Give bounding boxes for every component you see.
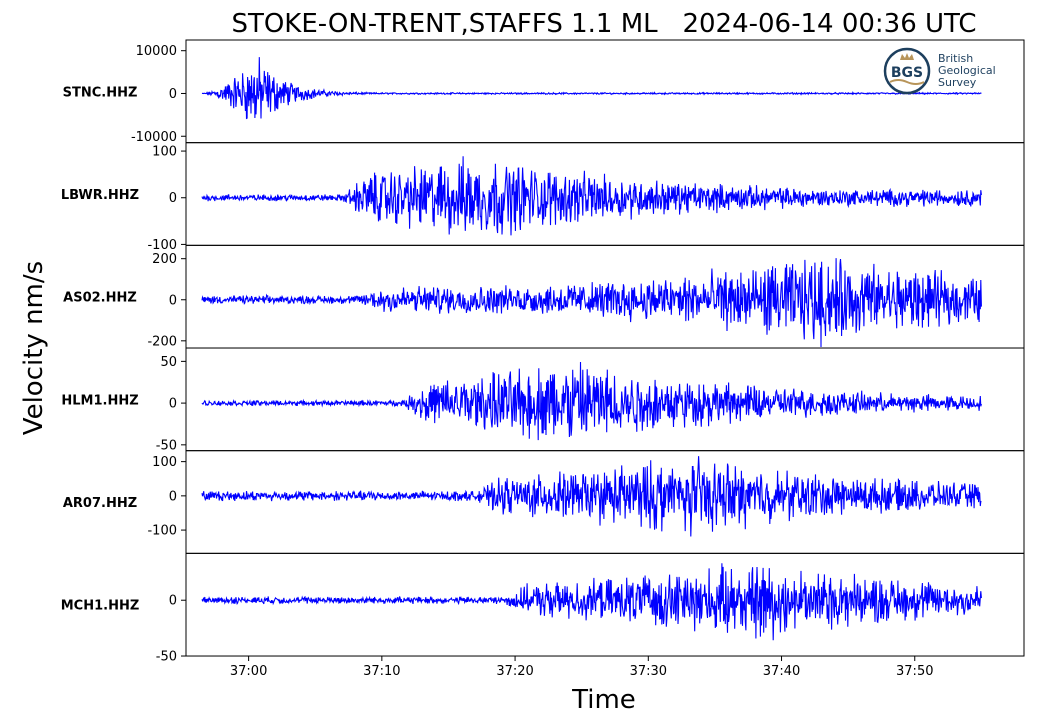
station-label: STNC.HHZ [63, 85, 138, 100]
y-tick-label: 0 [169, 594, 177, 609]
waveform-trace [201, 563, 982, 641]
y-tick-label: -100 [147, 238, 177, 253]
y-tick-label: 0 [169, 397, 177, 412]
y-tick-label: -50 [156, 650, 177, 665]
x-tick-label: 37:00 [230, 664, 267, 679]
y-tick-label: -50 [156, 438, 177, 453]
y-tick-label: 0 [169, 191, 177, 206]
panels-group: STNC.HHZ100000-10000LBWR.HHZ1000-100AS02… [61, 39, 1025, 665]
station-label: AS02.HHZ [63, 291, 137, 306]
x-tick-label: 37:40 [763, 664, 800, 679]
logo-line-2: Geological [938, 64, 996, 77]
waveform-trace [201, 57, 982, 120]
waveform-trace [201, 258, 982, 348]
chart-title: STOKE-ON-TRENT,STAFFS 1.1 ML 2024-06-14 … [231, 9, 976, 39]
logo-line-3: Survey [938, 76, 977, 89]
waveform-trace [201, 456, 982, 537]
crown-icon [900, 53, 914, 60]
y-tick-label: 200 [152, 252, 177, 267]
x-tick-label: 37:20 [496, 664, 533, 679]
station-label: LBWR.HHZ [61, 188, 139, 203]
y-tick-label: 0 [169, 87, 177, 102]
y-tick-label: -100 [147, 524, 177, 539]
y-tick-label: 50 [160, 355, 177, 370]
logo-initials: BGS [891, 65, 923, 81]
wave-icon [889, 79, 925, 85]
x-axis: 37:00 37:10 37:20 37:30 37:40 37:50 [230, 656, 933, 679]
y-tick-label: -10000 [131, 130, 177, 145]
x-tick-label: 37:10 [363, 664, 400, 679]
panel-frame [185, 552, 1025, 657]
y-tick-label: 0 [169, 489, 177, 504]
bgs-logo: BGS British Geological Survey [883, 47, 996, 95]
y-tick-label: 10000 [136, 44, 177, 59]
x-tick-label: 37:30 [630, 664, 667, 679]
waveform-trace [201, 156, 982, 236]
waveform-trace [201, 361, 982, 441]
station-label: AR07.HHZ [63, 496, 137, 511]
y-tick-label: 100 [152, 455, 177, 470]
station-label: MCH1.HHZ [61, 599, 140, 614]
y-tick-label: -200 [147, 334, 177, 349]
x-axis-title: Time [571, 685, 636, 715]
x-tick-label: 37:50 [896, 664, 933, 679]
y-tick-label: 0 [169, 293, 177, 308]
station-label: HLM1.HHZ [61, 393, 138, 408]
y-tick-label: 100 [152, 145, 177, 160]
y-axis-title: Velocity nm/s [19, 261, 49, 435]
logo-line-1: British [938, 52, 973, 65]
